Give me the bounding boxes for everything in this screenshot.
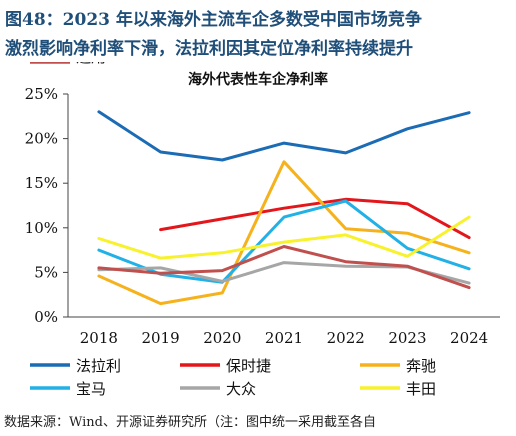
y-tick-label: 15% bbox=[25, 174, 58, 192]
legend-label: 法拉利 bbox=[76, 357, 121, 375]
x-tick-label: 2021 bbox=[265, 329, 303, 347]
net-margin-line-chart: 海外代表性车企净利率 0% 5% 10% 15% 20% 25% 2018 2019 2020 2… bbox=[25, 62, 500, 398]
figure-title-line-2: 激烈影响净利率下滑，法拉利因其定位净利率持续提升 bbox=[5, 39, 413, 59]
legend-label: 奔驰 bbox=[406, 357, 436, 375]
x-tick-label: 2024 bbox=[450, 329, 488, 347]
chart-title: 海外代表性车企净利率 bbox=[188, 71, 328, 88]
legend-label: 丰田 bbox=[406, 380, 436, 398]
legend-label: 通用 bbox=[76, 62, 106, 66]
x-tick-label: 2023 bbox=[388, 329, 426, 347]
source-note: 数据来源：Wind、开源证券研究所（注：图中统一采用截至各自 bbox=[4, 415, 376, 430]
legend-label: 大众 bbox=[226, 380, 256, 398]
x-tick-label: 2020 bbox=[203, 329, 241, 347]
series-line-3 bbox=[97, 160, 471, 306]
y-tick-label: 5% bbox=[34, 263, 58, 281]
y-tick-label: 20% bbox=[25, 130, 58, 148]
y-tick-label: 10% bbox=[25, 219, 58, 237]
y-tick-label: 0% bbox=[34, 308, 58, 326]
figure-title-line-1: 图48：2023 年以来海外主流车企多数受中国市场竞争 bbox=[5, 10, 422, 30]
legend-label: 保时捷 bbox=[226, 357, 271, 375]
x-tick-label: 2018 bbox=[80, 329, 118, 347]
series-line-2 bbox=[159, 197, 471, 240]
series-line-6 bbox=[97, 215, 471, 260]
series-line-1 bbox=[97, 110, 471, 162]
x-tick-label: 2019 bbox=[141, 329, 179, 347]
legend-label: 宝马 bbox=[76, 380, 106, 398]
x-tick-label: 2022 bbox=[327, 329, 365, 347]
y-tick-label: 25% bbox=[25, 85, 58, 103]
series-line-7 bbox=[97, 245, 471, 290]
